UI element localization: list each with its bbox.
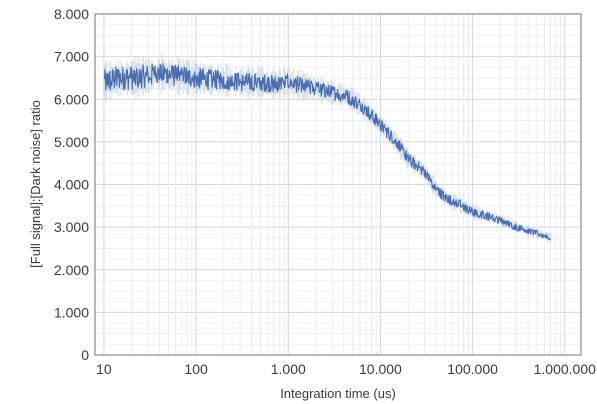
- y-tick-label: 3.000: [54, 219, 89, 235]
- x-tick-label: 1.000.000: [534, 361, 596, 377]
- y-tick-label: 5.000: [54, 134, 89, 150]
- series-line: [103, 62, 551, 241]
- y-tick-label: 8.000: [54, 6, 89, 22]
- y-tick-label: 7.000: [54, 49, 89, 65]
- y-tick-label: 1.000: [54, 304, 89, 320]
- y-tick-label: 4.000: [54, 177, 89, 193]
- grid: [95, 13, 581, 356]
- y-tick-label: 0: [81, 347, 89, 363]
- plot-frame: [94, 13, 582, 356]
- y-tick-label: 2.000: [54, 262, 89, 278]
- y-axis: 0 1.000 2.000 3.000 4.000 5.000 6.000 7.000 8.00…: [54, 6, 89, 363]
- x-tick-label: 10.000: [359, 361, 402, 377]
- x-tick-label: 100.000: [447, 361, 498, 377]
- y-axis-title: [Full signal]:[Dark noise] ratio: [28, 100, 43, 268]
- series-layer: [103, 53, 551, 243]
- x-axis: 10 100 1.000 10.000 100.000 1.000.000: [96, 361, 596, 377]
- x-tick-label: 100: [184, 361, 208, 377]
- x-tick-label: 10: [96, 361, 112, 377]
- x-tick-label: 1.000: [271, 361, 306, 377]
- y-tick-label: 6.000: [54, 91, 89, 107]
- x-axis-title: Integration time (us): [280, 386, 396, 401]
